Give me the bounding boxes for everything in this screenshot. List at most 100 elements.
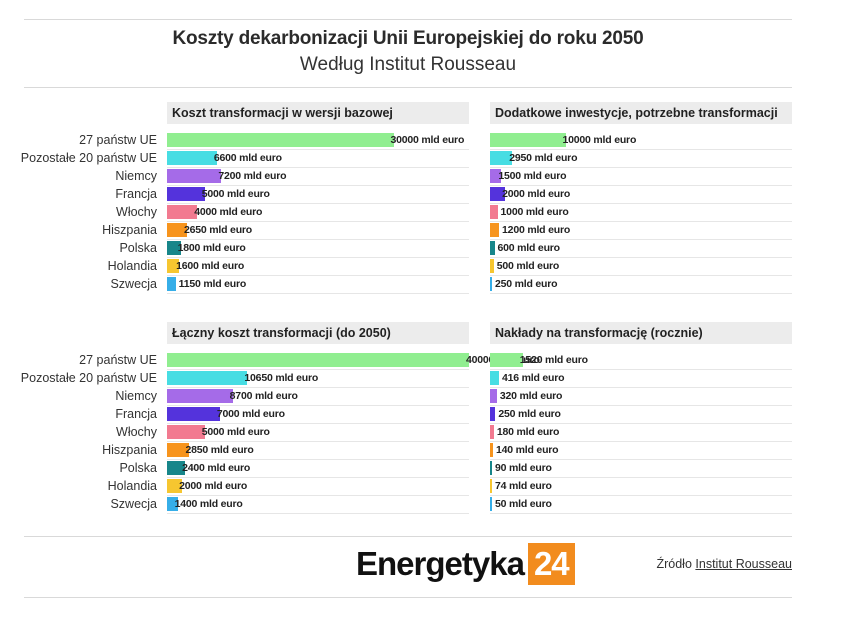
bar bbox=[167, 443, 189, 457]
category-label: Polska bbox=[119, 241, 157, 255]
data-label: 7200 mld euro bbox=[218, 170, 287, 182]
row-gridline bbox=[167, 405, 469, 406]
row-gridline bbox=[167, 167, 469, 168]
panel-title: Koszt transformacji w wersji bazowej bbox=[167, 102, 469, 124]
data-label: 1500 mld euro bbox=[498, 170, 567, 182]
bar bbox=[490, 205, 498, 219]
bar bbox=[167, 187, 205, 201]
data-label: 2950 mld euro bbox=[509, 152, 578, 164]
source-link[interactable]: Institut Rousseau bbox=[695, 557, 792, 571]
category-label: Włochy bbox=[116, 425, 157, 439]
category-label: Polska bbox=[119, 461, 157, 475]
category-label: Pozostałe 20 państw UE bbox=[20, 371, 157, 385]
row-gridline bbox=[167, 257, 469, 258]
row-gridline bbox=[490, 405, 792, 406]
data-label: 250 mld euro bbox=[495, 278, 558, 290]
data-label: 10650 mld euro bbox=[244, 372, 319, 384]
bar bbox=[490, 187, 506, 201]
data-label: 2000 mld euro bbox=[502, 188, 571, 200]
row-gridline bbox=[167, 149, 469, 150]
bar bbox=[167, 259, 180, 273]
category-label: Holandia bbox=[107, 259, 157, 273]
brand-text: Energetyka bbox=[356, 545, 525, 582]
row-gridline bbox=[167, 239, 469, 240]
bar bbox=[490, 407, 496, 421]
row-gridline bbox=[490, 369, 792, 370]
row-gridline bbox=[490, 257, 792, 258]
bar bbox=[490, 497, 492, 511]
bar bbox=[167, 151, 217, 165]
data-label: 6600 mld euro bbox=[213, 152, 282, 164]
category-label: Niemcy bbox=[115, 389, 157, 403]
category-label: Francja bbox=[115, 407, 157, 421]
data-label: 416 mld euro bbox=[501, 372, 565, 384]
bar bbox=[167, 169, 222, 183]
bar bbox=[490, 223, 500, 237]
panel-4: Nakłady na transformację (rocznie) 1520 m… bbox=[490, 322, 792, 515]
header-rule bbox=[24, 87, 792, 88]
panel-2: Dodatkowe inwestycje, potrzebne transfor… bbox=[490, 102, 792, 295]
row-gridline bbox=[167, 459, 469, 460]
data-label: 10000 mld euro bbox=[562, 134, 637, 146]
footer-bottom-rule bbox=[24, 597, 792, 598]
row-gridline bbox=[490, 513, 792, 514]
row-gridline bbox=[167, 387, 469, 388]
data-label: 90 mld euro bbox=[495, 462, 552, 474]
row-gridline bbox=[167, 423, 469, 424]
data-label: 2400 mld euro bbox=[182, 462, 251, 474]
category-label: 27 państw UE bbox=[79, 353, 157, 367]
data-label: 30000 mld euro bbox=[390, 134, 465, 146]
data-label: 180 mld euro bbox=[496, 426, 560, 438]
bar bbox=[490, 479, 492, 493]
data-label: 140 mld euro bbox=[496, 444, 559, 456]
bar bbox=[167, 241, 181, 255]
row-gridline bbox=[167, 477, 469, 478]
data-label: 1150 mld euro bbox=[178, 278, 247, 290]
category-label: Niemcy bbox=[115, 169, 157, 183]
bar bbox=[167, 371, 248, 385]
data-label: 1800 mld euro bbox=[177, 242, 246, 254]
row-gridline bbox=[167, 275, 469, 276]
bar bbox=[490, 241, 495, 255]
bar bbox=[490, 259, 494, 273]
bar bbox=[167, 223, 187, 237]
category-label: Hiszpania bbox=[102, 223, 157, 237]
bar bbox=[490, 133, 566, 147]
row-gridline bbox=[490, 149, 792, 150]
row-gridline bbox=[167, 221, 469, 222]
brand-number: 24 bbox=[527, 543, 575, 585]
bar bbox=[167, 407, 220, 421]
bar bbox=[167, 425, 205, 439]
bar bbox=[490, 169, 502, 183]
row-gridline bbox=[167, 293, 469, 294]
row-gridline bbox=[490, 459, 792, 460]
data-label: 1520 mld euro bbox=[519, 354, 588, 366]
bar bbox=[490, 353, 523, 367]
row-gridline bbox=[490, 185, 792, 186]
category-label: Szwecja bbox=[110, 497, 157, 511]
category-label: Hiszpania bbox=[102, 443, 157, 457]
bar bbox=[167, 353, 469, 367]
bar bbox=[167, 277, 176, 291]
bar bbox=[490, 443, 494, 457]
data-label: 7000 mld euro bbox=[216, 408, 285, 420]
row-gridline bbox=[167, 203, 469, 204]
row-gridline bbox=[490, 239, 792, 240]
panel-1: Koszt transformacji w wersji bazowej 3000… bbox=[167, 102, 469, 295]
row-gridline bbox=[490, 293, 792, 294]
data-label: 74 mld euro bbox=[495, 480, 552, 492]
data-label: 1400 mld euro bbox=[174, 498, 243, 510]
row-gridline bbox=[490, 221, 792, 222]
data-label: 5000 mld euro bbox=[201, 188, 270, 200]
row-gridline bbox=[490, 203, 792, 204]
bar bbox=[490, 371, 499, 385]
row-gridline bbox=[167, 369, 469, 370]
data-label: 250 mld euro bbox=[498, 408, 561, 420]
row-gridline bbox=[490, 477, 792, 478]
panel-title: Nakłady na transformację (rocznie) bbox=[490, 322, 792, 344]
data-label: 600 mld euro bbox=[497, 242, 561, 254]
bar bbox=[167, 497, 178, 511]
data-label: 50 mld euro bbox=[495, 498, 552, 510]
source-prefix: Źródło bbox=[656, 557, 692, 571]
top-rule bbox=[24, 19, 792, 20]
